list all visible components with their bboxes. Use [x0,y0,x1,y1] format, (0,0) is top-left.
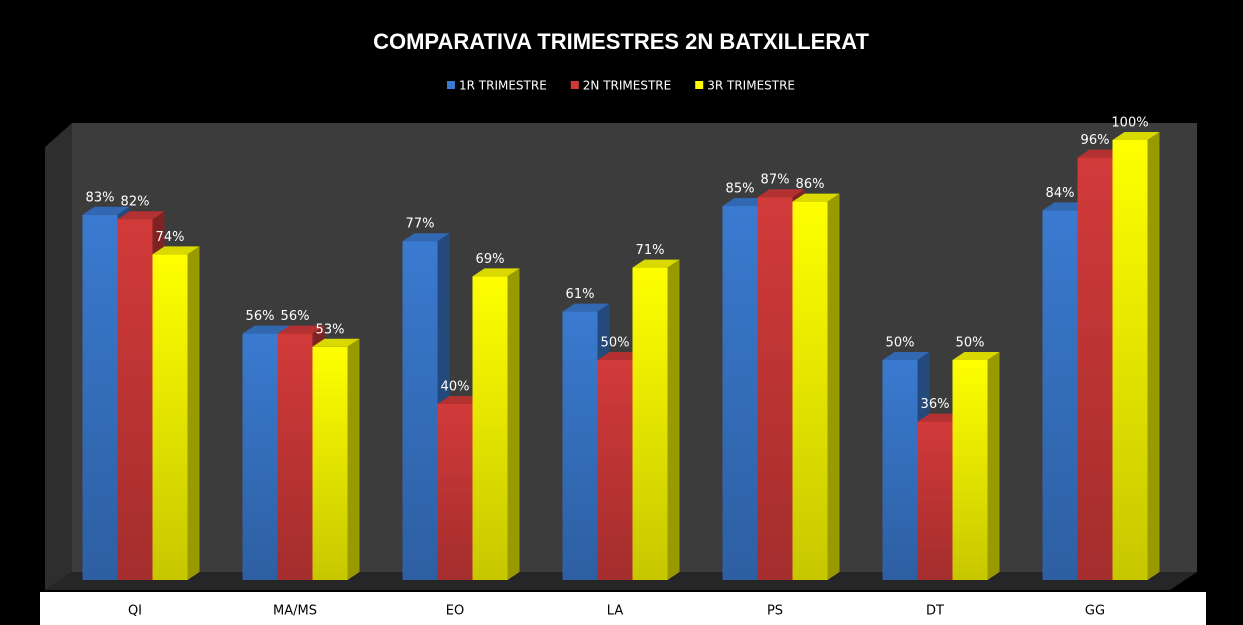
bar [437,404,473,580]
bar [952,360,988,580]
chart-title: COMPARATIVA TRIMESTRES 2N BATXILLERAT [373,29,869,54]
bar [882,360,918,580]
data-label: 74% [156,230,185,245]
data-label: 50% [886,336,915,351]
bar-top [117,211,165,220]
legend-swatch [570,81,579,89]
bar [117,219,153,580]
legend-swatch [695,81,704,89]
x-tick-label: PS [767,604,783,619]
bar-top [312,338,360,347]
bar [1077,157,1113,580]
bar-side [827,193,840,580]
data-label: 82% [121,195,150,210]
data-label: 87% [761,173,790,188]
bar [1112,140,1148,580]
bar-side [1147,132,1160,580]
bar [597,360,633,580]
legend-label: 3R TRIMESTRE [707,79,795,93]
data-label: 96% [1081,133,1110,148]
bar [722,206,758,580]
bar [917,421,953,580]
data-label: 77% [406,217,435,232]
bar [82,214,118,581]
legend-label: 2N TRIMESTRE [583,79,671,93]
bar-side [507,268,520,580]
bar-top [277,325,325,334]
bar-top [757,189,805,198]
bar [472,276,508,580]
bar [632,267,668,580]
x-tick-label: GG [1085,604,1105,619]
data-label: 36% [921,397,950,412]
data-label: 85% [726,182,755,197]
bar-top [472,268,520,277]
bar-side [347,338,360,580]
data-label: 56% [246,309,275,324]
bar [152,254,188,580]
side-wall [45,123,72,590]
bar-side [187,246,200,580]
data-label: 50% [956,336,985,351]
data-label: 40% [441,380,470,395]
data-label: 56% [281,309,310,324]
bar-top [82,206,130,215]
data-label: 69% [476,252,505,267]
bar-top [632,259,680,268]
x-tick-label: DT [926,604,944,619]
bar [242,333,278,580]
bar [277,333,313,580]
category-strip [40,592,1206,625]
bar-top [152,246,200,255]
bar [402,241,438,580]
bar-top [242,325,290,334]
bar-top [562,303,610,312]
bar-side [987,352,1000,580]
data-label: 86% [796,177,825,192]
legend-swatch [446,81,455,89]
bar [757,197,793,580]
x-tick-label: MA/MS [273,604,317,619]
bar [562,311,598,580]
bar-top [792,193,840,202]
data-label: 53% [316,322,345,337]
data-label: 100% [1111,116,1148,131]
bar-top [402,233,450,242]
x-tick-label: LA [607,604,624,619]
data-label: 83% [86,190,115,205]
x-tick-label: EO [446,604,464,619]
data-label: 71% [636,243,665,258]
bar [1042,210,1078,580]
data-label: 50% [601,336,630,351]
bar-side [667,259,680,580]
x-tick-label: QI [128,604,142,619]
legend-label: 1R TRIMESTRE [459,79,547,93]
bar-top [952,352,1000,360]
bar [792,201,828,580]
bar [312,346,348,580]
data-label: 61% [566,287,595,302]
bar-top [1112,132,1160,140]
data-label: 84% [1046,186,1075,201]
bar-top [882,352,930,360]
